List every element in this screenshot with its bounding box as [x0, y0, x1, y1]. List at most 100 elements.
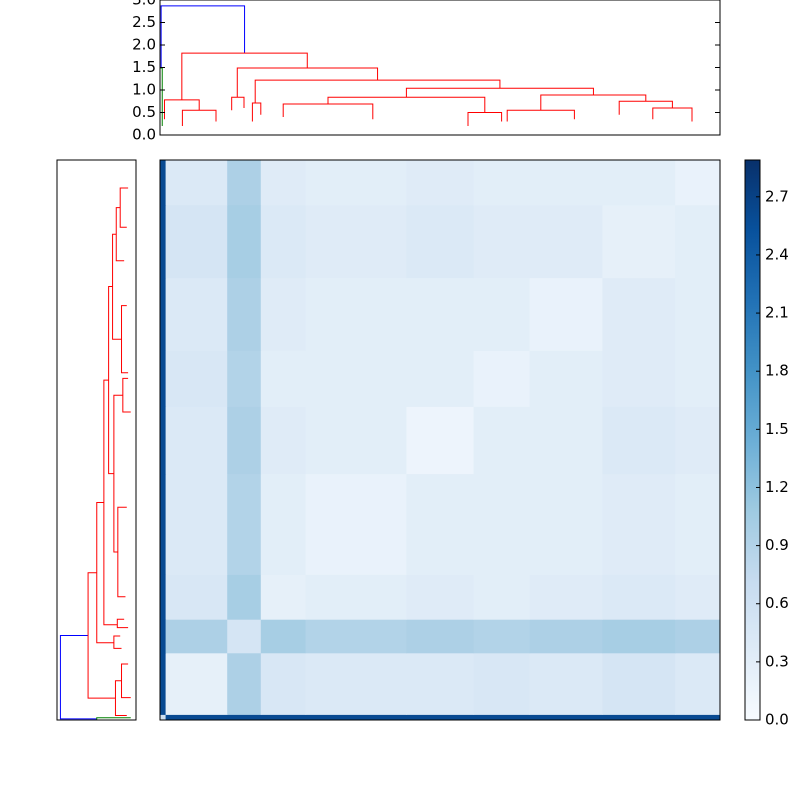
heatmap-cell [227, 277, 262, 351]
heatmap-cell [165, 714, 228, 721]
heatmap-cell [473, 473, 531, 575]
heatmap-cell [675, 277, 721, 351]
left-dendrogram-link [59, 634, 97, 720]
heatmap-cell [160, 619, 167, 654]
left-dendrogram-link [117, 506, 127, 598]
left-dendrogram-link [116, 618, 129, 629]
heatmap-cell [160, 714, 167, 721]
top-dendrogram-link [282, 103, 374, 120]
left-dendrogram-link [113, 394, 123, 553]
heatmap-cell [305, 350, 407, 407]
top-dendrogram-link [181, 52, 308, 100]
heatmap-cell [473, 204, 531, 279]
heatmap-cell [406, 277, 475, 351]
heatmap-cell [675, 574, 721, 620]
left-dendrogram-link [103, 379, 118, 626]
left-dendrogram-link [122, 377, 131, 413]
y-tick-label: 0.5 [132, 103, 156, 121]
heatmap-cell [529, 204, 603, 279]
heatmap-cell [305, 277, 407, 351]
top-dendrogram-link [540, 94, 647, 111]
heatmap-cell [473, 160, 531, 206]
colorbar-tick-label: 1.5 [765, 420, 789, 438]
heatmap-cell [260, 204, 307, 279]
heatmap-cell [260, 652, 307, 715]
heatmap-cell [406, 406, 475, 475]
heatmap-cell [305, 714, 407, 721]
colorbar-tick-label: 0.3 [765, 652, 789, 670]
heatmap-cell [165, 204, 228, 279]
heatmap-cell [473, 619, 531, 654]
heatmap-cell [473, 277, 531, 351]
left-dendrogram-link [112, 233, 122, 340]
heatmap-cell [260, 574, 307, 620]
heatmap-cell [529, 277, 603, 351]
heatmap-cell [165, 350, 228, 407]
heatmap-cell [160, 160, 167, 206]
top-dendrogram-link [327, 96, 486, 113]
top-dendrogram-link [231, 96, 245, 111]
heatmap-cell [602, 204, 676, 279]
colorbar-tick-label: 2.1 [765, 304, 789, 322]
y-tick-label: 2.0 [132, 36, 156, 54]
heatmap-cell [160, 350, 167, 407]
heatmap-cell [165, 473, 228, 575]
left-dendrogram-link [87, 572, 116, 699]
top-dendrogram-link [163, 99, 200, 120]
heatmap-cell [675, 619, 721, 654]
heatmap-cell [260, 406, 307, 475]
heatmap-cell [165, 574, 228, 620]
heatmap-cell [305, 160, 407, 206]
colorbar-tick-label: 2.7 [765, 187, 789, 205]
heatmap-cell [406, 574, 475, 620]
top-dendrogram-link [506, 109, 575, 122]
heatmap-cell [529, 350, 603, 407]
heatmap-cell [305, 652, 407, 715]
y-tick-label: 1.5 [132, 58, 156, 76]
heatmap-cell [529, 619, 603, 654]
heatmap-cell [260, 277, 307, 351]
heatmap-cell [165, 160, 228, 206]
left-dendrogram-link [96, 501, 114, 644]
heatmap-cell [602, 277, 676, 351]
heatmap-cell [160, 406, 167, 475]
colorbar-tick-label: 2.4 [765, 245, 789, 263]
colorbar-tick-label: 0.0 [765, 711, 789, 729]
heatmap-cell [473, 652, 531, 715]
heatmap-cell [305, 473, 407, 575]
top-dendrogram-link [160, 5, 246, 68]
heatmap-cell [260, 714, 307, 721]
heatmap-cell [406, 350, 475, 407]
top-dendrogram-link [467, 112, 503, 126]
heatmap-cell [165, 277, 228, 351]
left-dendrogram-link [115, 207, 125, 262]
heatmap-cell [602, 350, 676, 407]
heatmap-cell [227, 574, 262, 620]
heatmap-cell [529, 574, 603, 620]
heatmap-cell [227, 204, 262, 279]
heatmap-cell [160, 574, 167, 620]
heatmap-cell [227, 473, 262, 575]
heatmap-cell [160, 473, 167, 575]
heatmap-cell [473, 406, 531, 475]
heatmap-cell [260, 350, 307, 407]
heatmap-cell [305, 619, 407, 654]
heatmap-cell [260, 619, 307, 654]
heatmap-cell [529, 652, 603, 715]
heatmap-cell [165, 406, 228, 475]
left-dendrogram-link [114, 680, 127, 717]
left-dendrogram-frame [56, 159, 137, 721]
left-dendrogram-link [121, 663, 131, 699]
colorbar-tick-label: 0.9 [765, 536, 789, 554]
colorbar-tick-label: 0.6 [765, 594, 789, 612]
heatmap-cell [602, 574, 676, 620]
heatmap-cell [406, 473, 475, 575]
y-tick-label: 1.0 [132, 81, 156, 99]
heatmap-cell [227, 619, 262, 654]
heatmap-frame [159, 159, 721, 721]
heatmap-cell [529, 160, 603, 206]
heatmap-cell [529, 406, 603, 475]
y-tick-label: 2.5 [132, 13, 156, 31]
heatmap-cell [675, 714, 721, 721]
y-tick-label: 0.0 [132, 126, 156, 144]
